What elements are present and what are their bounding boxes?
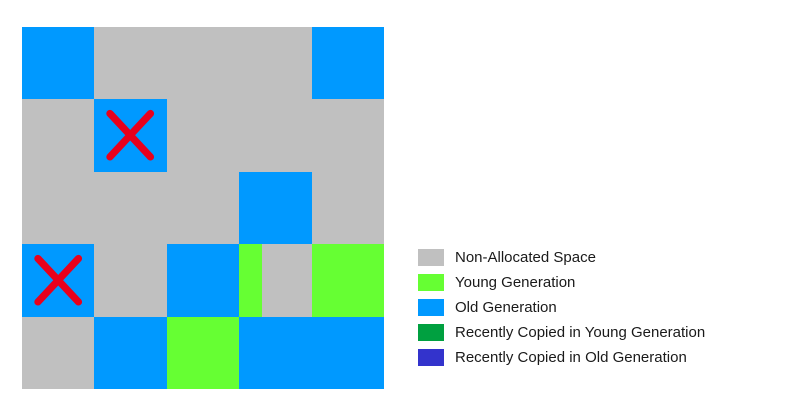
region-young-generation — [311, 244, 384, 317]
legend-swatch-recent-old — [418, 349, 444, 366]
legend-item-young: Young Generation — [418, 273, 789, 293]
region-old-generation — [311, 316, 384, 389]
region-old-generation — [239, 171, 312, 245]
legend-item-recent-young: Recently Copied in Young Generation — [418, 323, 789, 343]
heap-region-grid — [22, 27, 384, 389]
region-old-generation-freed — [22, 244, 95, 317]
region-old-generation-freed — [94, 99, 167, 172]
region-old-generation — [311, 27, 384, 100]
region-old-generation — [94, 316, 167, 389]
legend-item-recent-old: Recently Copied in Old Generation — [418, 348, 789, 368]
cross-icon — [34, 255, 83, 306]
legend-swatch-old — [418, 299, 444, 316]
region-partial-young-generation — [239, 244, 312, 317]
legend-swatch-recent-young — [418, 324, 444, 341]
region-old-generation — [22, 27, 95, 100]
region-young-generation-strip — [239, 244, 263, 317]
cross-icon — [106, 110, 155, 161]
legend-label-young: Young Generation — [455, 274, 576, 291]
legend-label-recent-young: Recently Copied in Young Generation — [455, 324, 706, 341]
legend-item-non-allocated: Non-Allocated Space — [418, 248, 789, 268]
region-young-generation — [166, 316, 240, 389]
legend-label-old: Old Generation — [455, 299, 557, 316]
legend-swatch-young — [418, 274, 444, 291]
region-old-generation — [166, 244, 240, 317]
legend-item-old: Old Generation — [418, 298, 789, 318]
legend-swatch-non-allocated — [418, 249, 444, 266]
legend-label-recent-old: Recently Copied in Old Generation — [455, 349, 687, 366]
legend-label-non-allocated: Non-Allocated Space — [455, 249, 596, 266]
region-old-generation — [239, 316, 312, 389]
